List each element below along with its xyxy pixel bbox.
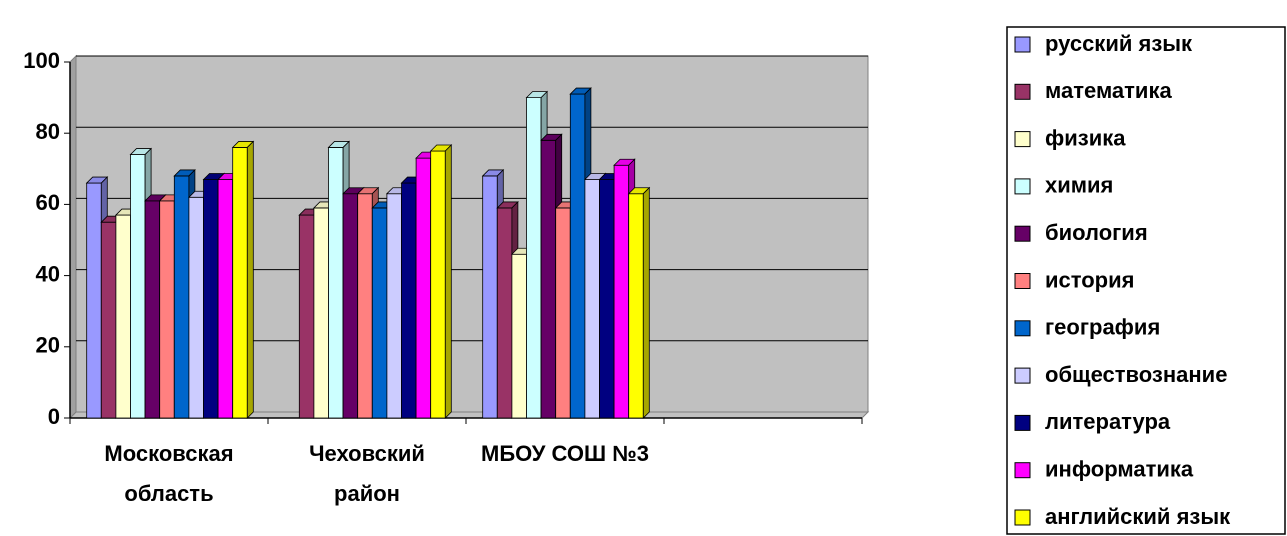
bar-front xyxy=(430,150,446,419)
y-tick-label: 60 xyxy=(36,190,60,215)
bar-front xyxy=(540,139,557,419)
legend-swatch xyxy=(1014,178,1031,195)
bar-front xyxy=(144,200,161,419)
bar-front xyxy=(415,157,432,419)
bar-front xyxy=(496,207,513,419)
x-tick-label: Чеховский район xyxy=(309,441,425,506)
legend-label: физика xyxy=(1045,125,1126,150)
bar-front xyxy=(511,253,527,419)
legend-label: математика xyxy=(1045,78,1172,103)
y-tick-label: 0 xyxy=(48,404,60,429)
y-tick-label: 100 xyxy=(23,48,60,73)
bar-front xyxy=(328,147,344,419)
bar-front xyxy=(342,193,359,419)
y-tick-label: 20 xyxy=(36,333,60,358)
bar-front xyxy=(130,154,146,419)
legend-swatch xyxy=(1014,36,1031,53)
legend-label: английский язык xyxy=(1045,504,1231,529)
legend-swatch xyxy=(1014,414,1031,431)
bar-front xyxy=(386,193,402,419)
legend-swatch xyxy=(1014,83,1031,100)
legend-label: история xyxy=(1045,267,1134,292)
bar-front xyxy=(555,207,571,419)
bar-front xyxy=(569,93,586,419)
bar-front xyxy=(298,214,315,419)
legend-swatch xyxy=(1014,509,1031,526)
legend-swatch xyxy=(1014,462,1031,479)
legend-swatch xyxy=(1014,131,1031,148)
bar-side xyxy=(246,140,254,419)
legend-label: химия xyxy=(1045,173,1113,198)
bar-front xyxy=(173,175,190,419)
legend-swatch xyxy=(1014,225,1031,242)
bar-front xyxy=(613,164,630,419)
bar-front xyxy=(526,97,542,419)
legend-label: биология xyxy=(1045,220,1148,245)
bar-front xyxy=(100,221,117,419)
bar-front xyxy=(371,207,388,419)
bar-front xyxy=(232,147,248,419)
bar-front xyxy=(357,193,373,419)
legend-swatch xyxy=(1014,273,1031,289)
x-tick-label: МБОУ СОШ №3 xyxy=(481,441,649,466)
y-tick-label: 80 xyxy=(36,119,60,144)
bar-front xyxy=(217,179,234,419)
legend-label: обществознание xyxy=(1045,362,1227,387)
bar-front xyxy=(203,179,219,419)
bar xyxy=(231,140,255,419)
bar-side xyxy=(642,186,650,419)
bar-front xyxy=(115,214,131,419)
y-tick-label: 40 xyxy=(36,261,60,286)
bar-front xyxy=(86,182,102,419)
bar-front xyxy=(482,175,498,419)
bar xyxy=(627,186,651,419)
bar-front xyxy=(159,200,175,419)
bar-front xyxy=(628,193,644,419)
side-wall xyxy=(69,54,77,420)
legend-label: русский язык xyxy=(1045,31,1193,56)
bar-front xyxy=(313,207,329,419)
bar-side xyxy=(444,144,452,419)
bar xyxy=(429,144,453,419)
legend-label: география xyxy=(1045,315,1160,340)
legend-box xyxy=(1006,26,1286,535)
bar-front xyxy=(401,182,417,419)
bar-front xyxy=(584,179,600,419)
legend-label: информатика xyxy=(1045,457,1194,482)
legend-label: литература xyxy=(1045,409,1171,434)
legend-swatch xyxy=(1014,320,1031,337)
bar-front xyxy=(599,179,615,419)
x-tick-label: Московская область xyxy=(104,441,234,506)
bar-front xyxy=(188,196,204,419)
legend-swatch xyxy=(1014,367,1031,384)
